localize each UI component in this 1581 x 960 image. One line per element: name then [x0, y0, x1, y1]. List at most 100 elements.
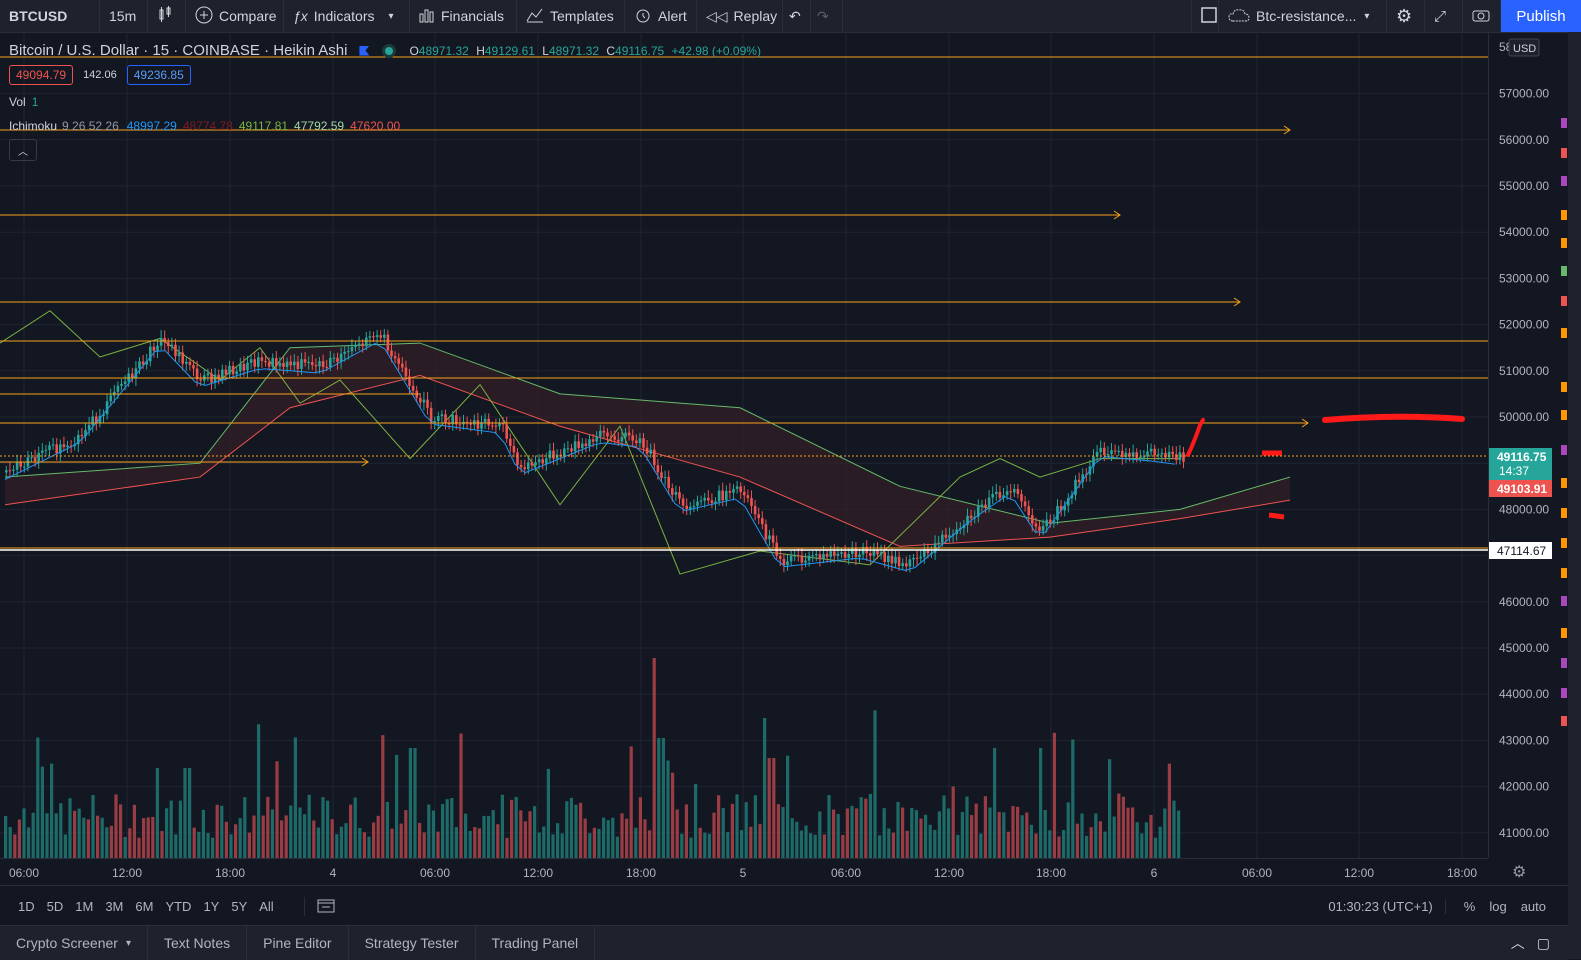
volume-bar	[68, 798, 72, 858]
strip-marker[interactable]	[1561, 382, 1567, 392]
range-5y[interactable]: 5Y	[231, 898, 248, 914]
strip-marker[interactable]	[1561, 538, 1567, 548]
tab-text-notes[interactable]: Text Notes	[148, 926, 248, 960]
redo-button[interactable]: ↷	[811, 0, 843, 32]
volume-bar	[795, 821, 799, 858]
price-tick-label: 56000.00	[1499, 133, 1549, 147]
strip-marker[interactable]	[1561, 210, 1567, 220]
chart-settings-button[interactable]: ⚙	[1512, 862, 1526, 882]
range-ytd[interactable]: YTD	[165, 898, 192, 914]
templates-button[interactable]: Templates	[517, 0, 625, 32]
financials-button[interactable]: Financials	[410, 0, 517, 32]
time-axis[interactable]: 06:00 12:00 18:00 4 06:00 12:00 18:00 5 06:00 12:…	[0, 858, 1488, 885]
maximize-panel-button[interactable]: ▢	[1537, 935, 1550, 952]
strip-marker[interactable]	[1561, 238, 1567, 248]
range-1d[interactable]: 1D	[18, 898, 35, 914]
strip-marker[interactable]	[1561, 716, 1567, 726]
snapshot-button[interactable]	[1463, 0, 1501, 32]
symbol-search-button[interactable]: BTCUSD	[0, 0, 100, 32]
volume-bar	[404, 810, 408, 858]
volume-bar	[155, 768, 159, 858]
strip-marker[interactable]	[1561, 508, 1567, 518]
compare-button[interactable]: Compare	[186, 0, 284, 32]
candle-body	[1121, 450, 1124, 457]
range-5d[interactable]: 5D	[46, 898, 64, 914]
strip-marker[interactable]	[1561, 266, 1567, 276]
price-axis[interactable]: 57000.00 56000.00 55000.00 54000.00 53000.00…	[1488, 32, 1569, 858]
candle-body	[102, 414, 105, 416]
strip-marker[interactable]	[1561, 296, 1567, 306]
candle-body	[800, 555, 804, 563]
expand-panel-button[interactable]: ︿	[1511, 933, 1525, 953]
strip-marker[interactable]	[1561, 478, 1567, 488]
percent-toggle[interactable]: %	[1463, 898, 1476, 914]
price-chart[interactable]	[0, 32, 1488, 858]
tab-strategy-tester[interactable]: Strategy Tester	[349, 926, 476, 960]
buy-price-box[interactable]: 49236.85	[126, 65, 191, 85]
candle-body	[728, 490, 732, 493]
strip-marker[interactable]	[1561, 148, 1567, 158]
log-toggle[interactable]: log	[1489, 898, 1507, 914]
strip-marker[interactable]	[1561, 596, 1567, 606]
volume-bar	[77, 808, 81, 858]
tab-trading-panel[interactable]: Trading Panel	[476, 926, 596, 960]
candle-body	[365, 337, 368, 347]
tab-pine-editor[interactable]: Pine Editor	[247, 926, 349, 960]
goto-date-button[interactable]	[303, 896, 335, 916]
range-all[interactable]: All	[259, 898, 274, 914]
candle-body	[5, 470, 8, 473]
volume-bar	[418, 822, 422, 858]
interval-button[interactable]: 15m	[100, 0, 148, 32]
clock-display[interactable]: 01:30:23 (UTC+1)	[1328, 898, 1446, 914]
auto-toggle[interactable]: auto	[1520, 898, 1546, 914]
range-1m[interactable]: 1M	[75, 898, 94, 914]
range-3m[interactable]: 3M	[105, 898, 124, 914]
tab-label: Crypto Screener	[16, 935, 118, 951]
publish-button[interactable]: Publish	[1501, 0, 1581, 32]
range-1y[interactable]: 1Y	[203, 898, 220, 914]
candle-body	[779, 555, 782, 559]
volume-bar	[257, 724, 261, 858]
strip-marker[interactable]	[1561, 688, 1567, 698]
candle-body	[858, 554, 861, 558]
collapse-legend-button[interactable]: ︿	[9, 139, 37, 161]
volume-legend[interactable]: Vol 1	[9, 95, 761, 109]
volume-bar	[349, 804, 353, 858]
candle-body	[660, 472, 663, 478]
candle-body	[829, 551, 832, 557]
ichimoku-span-a: 47792.59	[294, 119, 345, 133]
strip-marker[interactable]	[1561, 118, 1567, 128]
chart-style-button[interactable]	[148, 0, 186, 32]
strip-marker[interactable]	[1561, 445, 1567, 455]
volume-bar	[321, 797, 325, 858]
candle-body	[638, 438, 642, 444]
alert-button[interactable]: Alert	[625, 0, 697, 32]
candle-body	[69, 445, 73, 447]
range-6m[interactable]: 6M	[135, 898, 154, 914]
volume-bar	[740, 830, 744, 858]
settings-button[interactable]: ⚙	[1387, 0, 1425, 32]
candle-body	[739, 486, 742, 493]
fullscreen-layout-button[interactable]	[1191, 0, 1219, 32]
layout-selector[interactable]: Btc-resistance... ▾	[1219, 0, 1387, 32]
undo-button[interactable]: ↶	[783, 0, 811, 32]
candle-body	[919, 556, 922, 559]
replay-button[interactable]: ◁◁ Replay	[697, 0, 783, 32]
volume-bar	[804, 825, 808, 858]
volume-bar	[1075, 823, 1079, 858]
strip-marker[interactable]	[1561, 410, 1567, 420]
ichimoku-legend[interactable]: Ichimoku 9 26 52 26 48997.29 48774.78 49…	[9, 119, 761, 133]
strip-marker[interactable]	[1561, 328, 1567, 338]
strip-marker[interactable]	[1561, 568, 1567, 578]
strip-marker[interactable]	[1561, 658, 1567, 668]
volume-bar	[864, 798, 868, 858]
volume-bar	[73, 810, 77, 858]
strip-marker[interactable]	[1561, 628, 1567, 638]
sell-price-box[interactable]: 49094.79	[9, 65, 74, 85]
fullscreen-button[interactable]: ⤢	[1425, 0, 1463, 32]
strip-marker[interactable]	[1561, 176, 1567, 186]
volume-bar	[1034, 833, 1038, 858]
series-title[interactable]: Bitcoin / U.S. Dollar · 15 · COINBASE · …	[9, 42, 348, 59]
indicators-button[interactable]: ƒx Indicators ▾	[284, 0, 410, 32]
tab-crypto-screener[interactable]: Crypto Screener ▾	[0, 926, 148, 960]
